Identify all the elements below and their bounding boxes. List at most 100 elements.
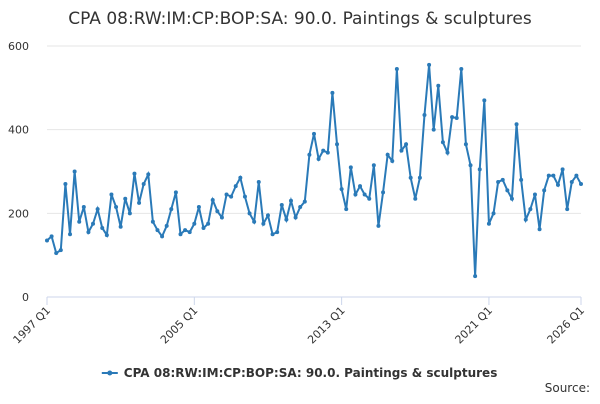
point <box>431 127 436 132</box>
point <box>358 184 363 189</box>
point <box>265 213 270 218</box>
point <box>150 219 155 224</box>
point <box>500 177 505 182</box>
point <box>579 182 583 187</box>
point <box>132 171 137 176</box>
point <box>330 90 335 95</box>
point <box>187 230 192 235</box>
point <box>427 62 432 67</box>
source: Source: <box>545 381 590 395</box>
point <box>146 172 151 177</box>
point <box>569 179 574 184</box>
point <box>164 223 169 228</box>
point <box>109 192 114 197</box>
point <box>505 188 510 193</box>
point <box>127 211 132 216</box>
x-tick-label: 2005 Q1 <box>158 304 201 347</box>
point <box>114 205 119 210</box>
point <box>348 165 353 170</box>
point <box>459 67 464 72</box>
point <box>275 230 280 235</box>
point <box>491 211 496 216</box>
point <box>233 184 238 189</box>
point <box>307 152 312 157</box>
point <box>169 207 174 212</box>
point <box>238 175 243 180</box>
point <box>335 142 340 147</box>
point <box>178 232 183 237</box>
point <box>68 232 73 237</box>
point <box>49 234 54 239</box>
point <box>247 211 252 216</box>
point <box>413 196 418 201</box>
point <box>104 233 109 238</box>
point <box>381 190 386 195</box>
point <box>399 148 404 153</box>
point <box>468 163 473 168</box>
point <box>312 131 316 136</box>
legend-label: CPA 08:RW:IM:CP:BOP:SA: 90.0. Paintings … <box>124 366 498 380</box>
point <box>514 122 519 127</box>
point <box>118 224 123 229</box>
point <box>482 98 487 103</box>
point <box>532 192 537 197</box>
x-tick-label: 2021 Q1 <box>453 304 496 347</box>
point <box>219 215 224 220</box>
point <box>270 232 275 237</box>
point <box>408 175 413 180</box>
point <box>339 187 344 192</box>
point <box>321 148 326 153</box>
point <box>86 230 91 235</box>
point <box>376 223 381 228</box>
point <box>344 207 349 212</box>
point <box>72 169 77 174</box>
point <box>63 182 68 187</box>
point <box>95 207 100 212</box>
point <box>284 217 289 222</box>
point <box>362 192 367 197</box>
point <box>574 173 579 178</box>
point <box>523 217 528 222</box>
point <box>293 215 298 220</box>
point <box>509 196 514 201</box>
point <box>422 113 427 118</box>
point <box>206 221 211 226</box>
y-tick-label: 400 <box>8 124 29 137</box>
point <box>367 196 372 201</box>
point <box>551 173 556 178</box>
point <box>215 209 220 214</box>
point <box>555 182 560 187</box>
point <box>45 238 49 243</box>
point <box>417 175 422 180</box>
point <box>77 219 82 224</box>
point <box>371 163 376 168</box>
point <box>385 152 390 157</box>
point <box>477 167 482 172</box>
point <box>210 197 215 202</box>
point <box>160 234 165 239</box>
point <box>54 251 59 256</box>
point <box>261 221 266 226</box>
point <box>316 156 321 161</box>
point <box>256 179 261 184</box>
point <box>528 207 533 212</box>
point <box>58 248 63 253</box>
point <box>183 228 188 233</box>
point <box>454 115 459 120</box>
point <box>436 83 441 88</box>
point <box>450 115 455 120</box>
chart-title: CPA 08:RW:IM:CP:BOP:SA: 90.0. Paintings … <box>68 9 532 29</box>
point <box>141 182 146 187</box>
point <box>546 173 551 178</box>
point <box>288 198 293 203</box>
point <box>137 200 142 205</box>
point <box>394 67 399 72</box>
point <box>242 194 247 199</box>
point <box>91 221 96 226</box>
legend-marker <box>107 370 113 376</box>
point <box>496 179 501 184</box>
point <box>463 142 468 147</box>
point <box>445 150 450 155</box>
y-tick-label: 600 <box>8 40 29 53</box>
series-line <box>46 64 582 277</box>
